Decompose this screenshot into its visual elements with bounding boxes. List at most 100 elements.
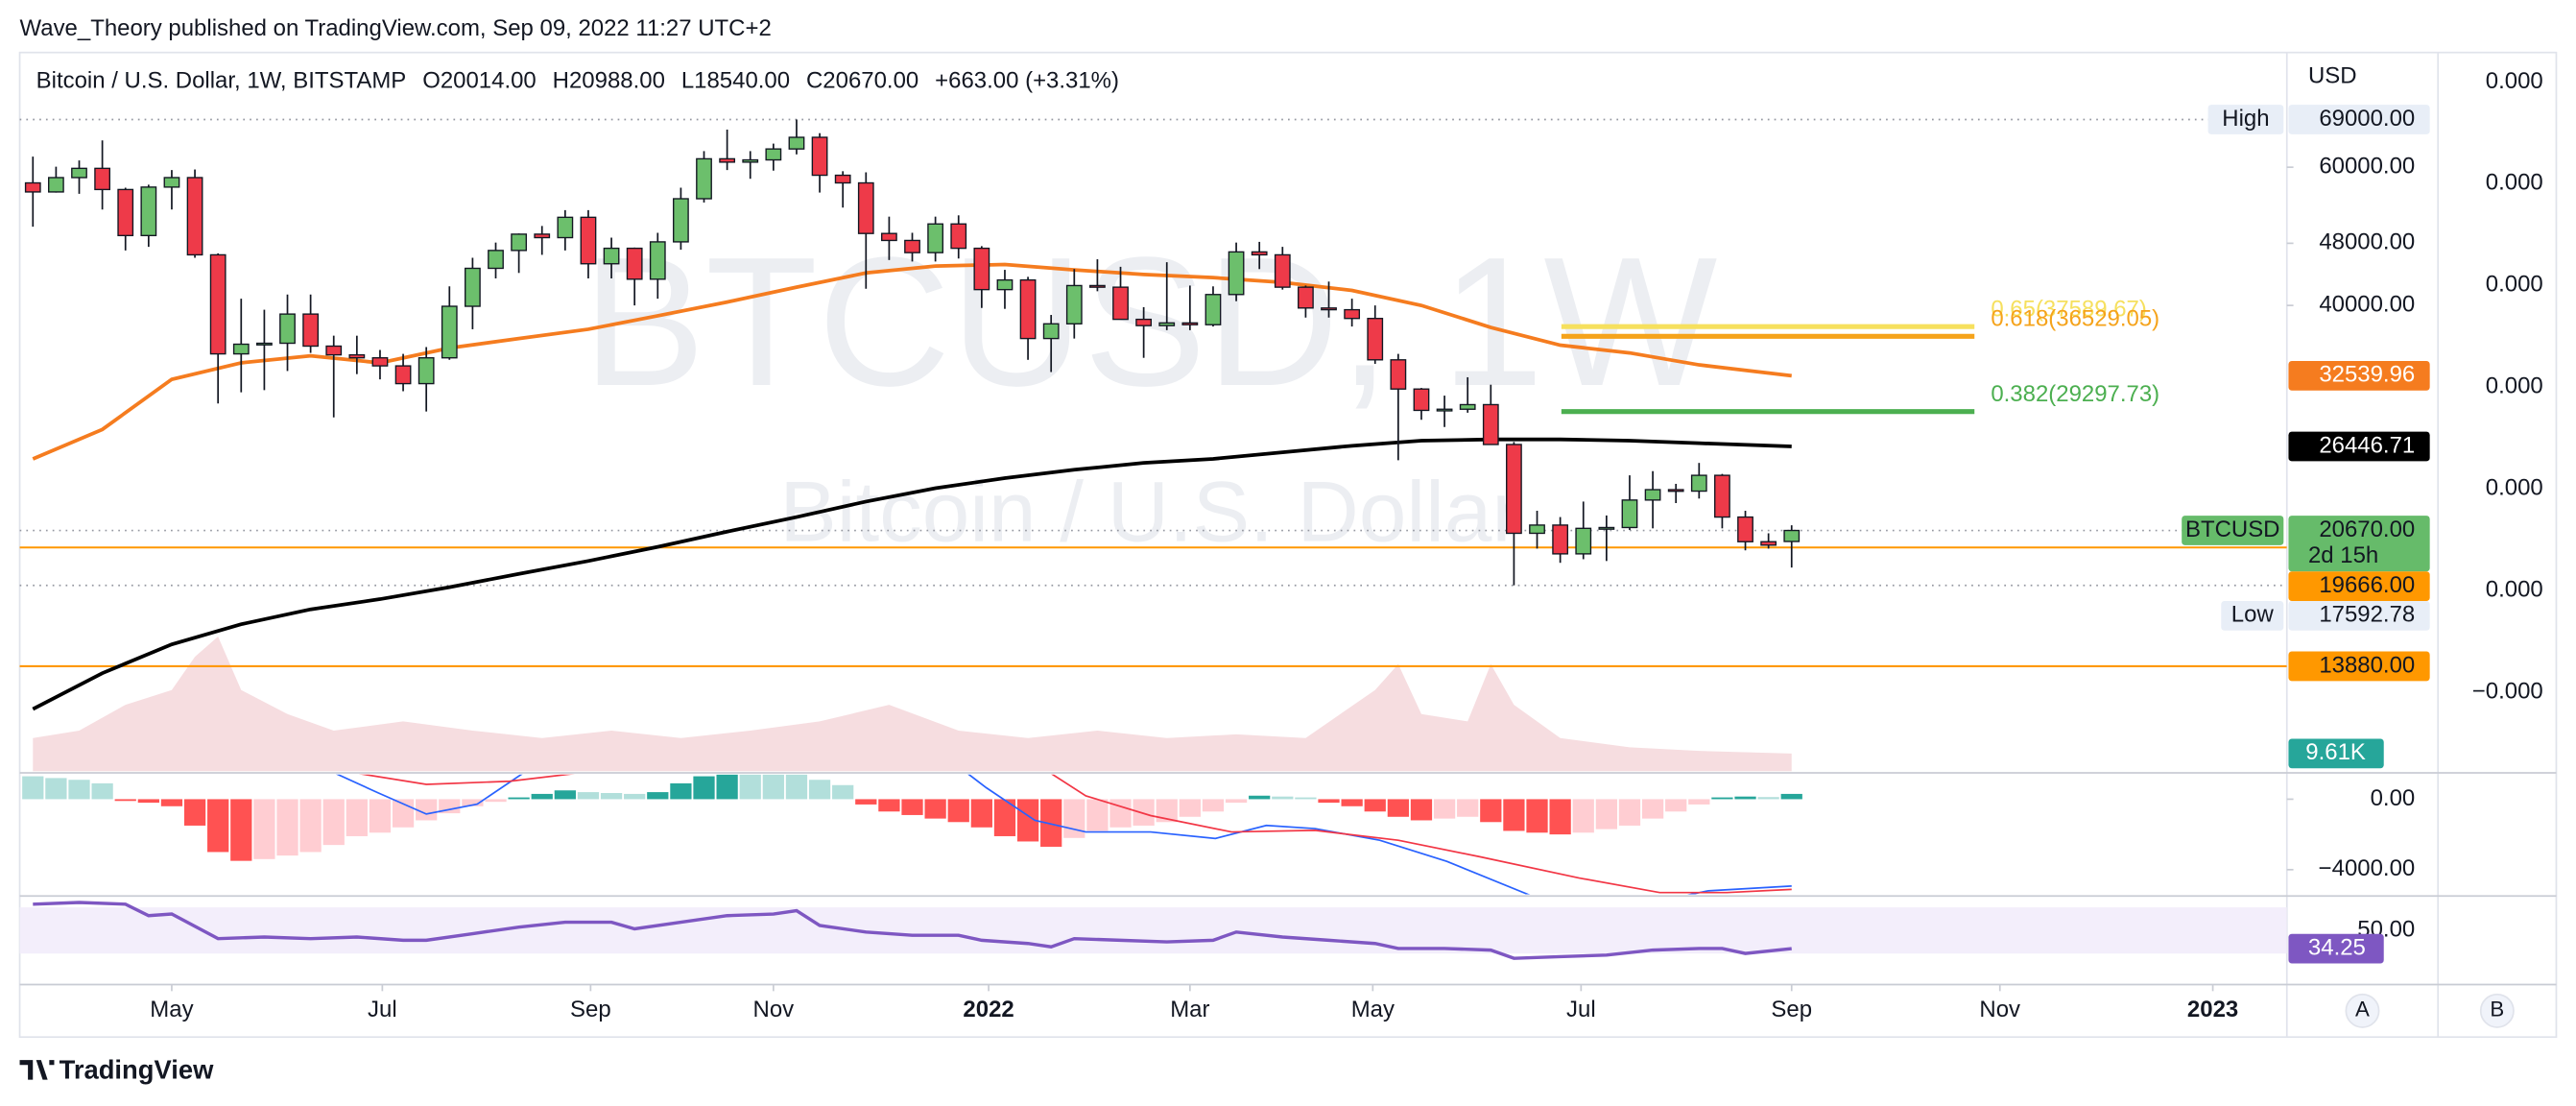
macd-histogram-bar [901,799,923,815]
macd-histogram-bar [1433,799,1456,819]
macd-histogram-bar [600,793,623,800]
candle-body [186,177,203,256]
macd-pane [22,774,1802,895]
ohlc-high: H20988.00 [553,68,665,94]
macd-histogram-bar [670,782,692,800]
candle-body [1598,526,1615,530]
price-badge-label: 69000.00 [2319,106,2415,132]
macd-histogram-bar [577,792,600,800]
macd-histogram-bar [531,793,553,800]
candle-body [1065,284,1083,325]
price-badge-sublabel: 2d 15h [2308,542,2378,568]
macd-histogram-bar [322,799,345,846]
price-badge [2288,431,2430,462]
candle-body [1321,307,1337,311]
macd-histogram-bar [1086,799,1109,831]
y-tick-label: 40000.00 [2319,291,2415,317]
candle-body [580,216,597,265]
candle-body [24,181,41,193]
side-scale-label: 0.000 [2486,475,2543,501]
candle-body [1552,524,1569,555]
candle-body [1737,516,1753,542]
moving-average [32,437,1792,711]
macd-histogram-bar [1179,799,1201,817]
candle-body [1667,489,1684,493]
macd-histogram-bar [924,799,946,819]
candle-body [950,223,967,250]
scale-button-label[interactable]: A [2355,998,2370,1022]
side-scale-label: 0.000 [2486,272,2543,298]
fib-label: 0.382(29297.73) [1991,381,2159,407]
candle-body [834,174,851,184]
rsi-band [19,907,2287,954]
macd-histogram-bar [785,774,808,800]
rsi-badge-label: 34.25 [2308,934,2366,960]
candle-body [1205,294,1222,325]
macd-histogram-bar [1503,799,1525,831]
macd-histogram-bar [1249,795,1271,800]
side-scale-label: 0.000 [2486,68,2543,94]
volume-badge-label: 9.61K [2305,739,2366,765]
candle-body [394,365,412,385]
scale-button[interactable] [2479,993,2515,1028]
candle-body [348,353,366,359]
macd-histogram-bar [1618,799,1641,826]
ohlc-close: C20670.00 [806,68,918,94]
macd-histogram-bar [855,799,877,805]
macd-histogram-bar [1757,797,1779,800]
candle-body [279,313,296,345]
candle-body [302,313,320,348]
price-badge [2288,361,2430,391]
macd-histogram-bar [45,778,67,800]
overlay: May Jul Sep Nov 2022 Mar May Jul Sep Nov 2023 60000… [150,68,2543,1028]
candle-body [1413,388,1430,412]
scale-button-label[interactable]: B [2490,998,2504,1022]
candle-body [465,267,481,307]
candle-body [94,167,111,191]
candle-body [1644,489,1661,501]
price-badge [2288,105,2430,134]
candle-body [904,239,920,253]
scale-button[interactable] [2345,993,2380,1028]
candle-body [209,253,227,355]
candle-body [1089,284,1106,288]
macd-histogram-bar [1526,799,1548,833]
macd-histogram-bar [1040,799,1062,847]
macd-histogram-bar [114,799,136,802]
brand-name: TradingView [60,1054,214,1084]
macd-histogram-bar [1364,799,1386,812]
ohlc-change: +663.00 (+3.31%) [935,68,1119,94]
macd-histogram-bar [1410,799,1433,821]
macd-histogram-bar [1109,799,1132,828]
price-badge-label: 19666.00 [2319,572,2415,598]
price-tag-label: BTCUSD [2185,517,2279,542]
y-tick-label: 48000.00 [2319,229,2415,255]
side-scale-label: 0.000 [2486,170,2543,196]
macd-histogram-bar [508,797,530,800]
candle-body [973,247,990,291]
candle-body [1760,541,1777,546]
candle-body [1367,318,1384,361]
candle-body [511,233,528,252]
candle-body [765,148,782,161]
macd-histogram-bar [716,774,738,800]
macd-histogram-bar [693,776,715,800]
candle-body [256,342,273,346]
candle-body [1482,403,1499,445]
price-badge [2288,651,2430,682]
price-badge-label: 32539.96 [2319,362,2415,388]
macd-histogram-bar [1688,799,1710,805]
macd-histogram-bar [1595,799,1617,830]
macd-histogram-bar [762,774,784,800]
candle-body [1436,408,1453,412]
macd-histogram-bar [299,799,322,853]
macd-histogram-bar [993,799,1016,836]
macd-histogram-bar [1457,799,1479,817]
macd-histogram-bar [832,784,854,800]
candle-body [1529,524,1545,535]
candle-body [742,158,759,163]
candle-body [48,177,64,193]
candle-body [1042,323,1060,340]
candle-body [1274,253,1291,288]
